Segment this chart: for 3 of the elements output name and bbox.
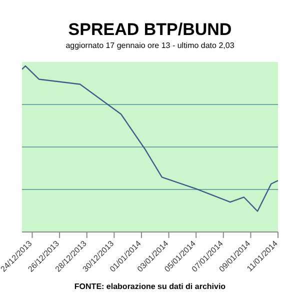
chart-title: SPREAD BTP/BUND — [67, 20, 233, 40]
source-note: FONTE: elaborazione su dati di archivio — [73, 282, 227, 291]
chart-subtitle: aggiornato 17 gennaio ore 13 - ultimo dato 2,03 — [64, 41, 236, 50]
